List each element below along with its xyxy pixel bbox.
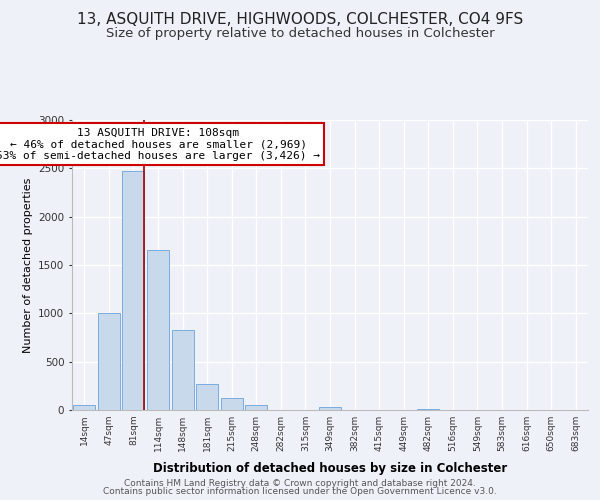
Text: 13, ASQUITH DRIVE, HIGHWOODS, COLCHESTER, CO4 9FS: 13, ASQUITH DRIVE, HIGHWOODS, COLCHESTER…: [77, 12, 523, 28]
Bar: [221, 398, 243, 410]
Text: Contains HM Land Registry data © Crown copyright and database right 2024.: Contains HM Land Registry data © Crown c…: [124, 478, 476, 488]
Bar: [172, 330, 194, 410]
Bar: [147, 250, 169, 410]
Bar: [73, 405, 95, 410]
Bar: [245, 405, 268, 410]
Text: 13 ASQUITH DRIVE: 108sqm
← 46% of detached houses are smaller (2,969)
53% of sem: 13 ASQUITH DRIVE: 108sqm ← 46% of detach…: [0, 128, 320, 161]
Bar: [417, 408, 439, 410]
Text: Contains public sector information licensed under the Open Government Licence v3: Contains public sector information licen…: [103, 487, 497, 496]
Y-axis label: Number of detached properties: Number of detached properties: [23, 178, 32, 352]
Bar: [196, 384, 218, 410]
Bar: [319, 406, 341, 410]
Bar: [98, 314, 120, 410]
Text: Size of property relative to detached houses in Colchester: Size of property relative to detached ho…: [106, 28, 494, 40]
X-axis label: Distribution of detached houses by size in Colchester: Distribution of detached houses by size …: [153, 462, 507, 475]
Bar: [122, 171, 145, 410]
